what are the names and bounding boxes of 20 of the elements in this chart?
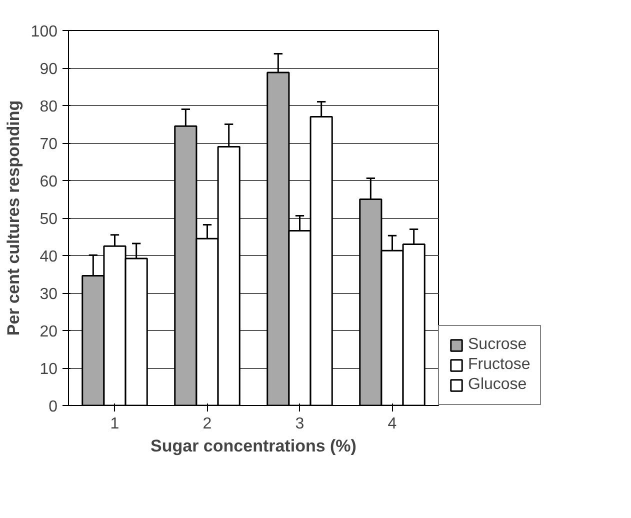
y-tick-label: 70	[40, 136, 58, 153]
legend-label: Fructose	[468, 356, 530, 374]
y-tick-label: 40	[40, 248, 58, 266]
y-tick-label: 20	[40, 324, 58, 340]
y-tick-label: 80	[40, 98, 58, 116]
y-tick-label: 50	[40, 211, 58, 228]
y-tick-label: 30	[40, 286, 58, 303]
legend-label: Glucose	[468, 376, 527, 394]
y-axis-title: Per cent cultures responding	[4, 100, 23, 336]
x-tick-label: 1	[110, 416, 120, 432]
y-tick-label: 0	[48, 398, 58, 416]
y-tick-label: 90	[40, 61, 58, 78]
x-tick-label: 4	[388, 416, 397, 432]
x-axis-title: Sugar concentrations (%)	[150, 436, 356, 456]
x-tick-label: 2	[202, 416, 212, 432]
y-tick-label: 10	[40, 361, 58, 378]
y-tick-label: 60	[40, 174, 58, 190]
legend-label: Sucrose	[468, 336, 527, 354]
y-tick-label: 100	[30, 24, 58, 40]
x-tick-label: 3	[295, 416, 304, 432]
